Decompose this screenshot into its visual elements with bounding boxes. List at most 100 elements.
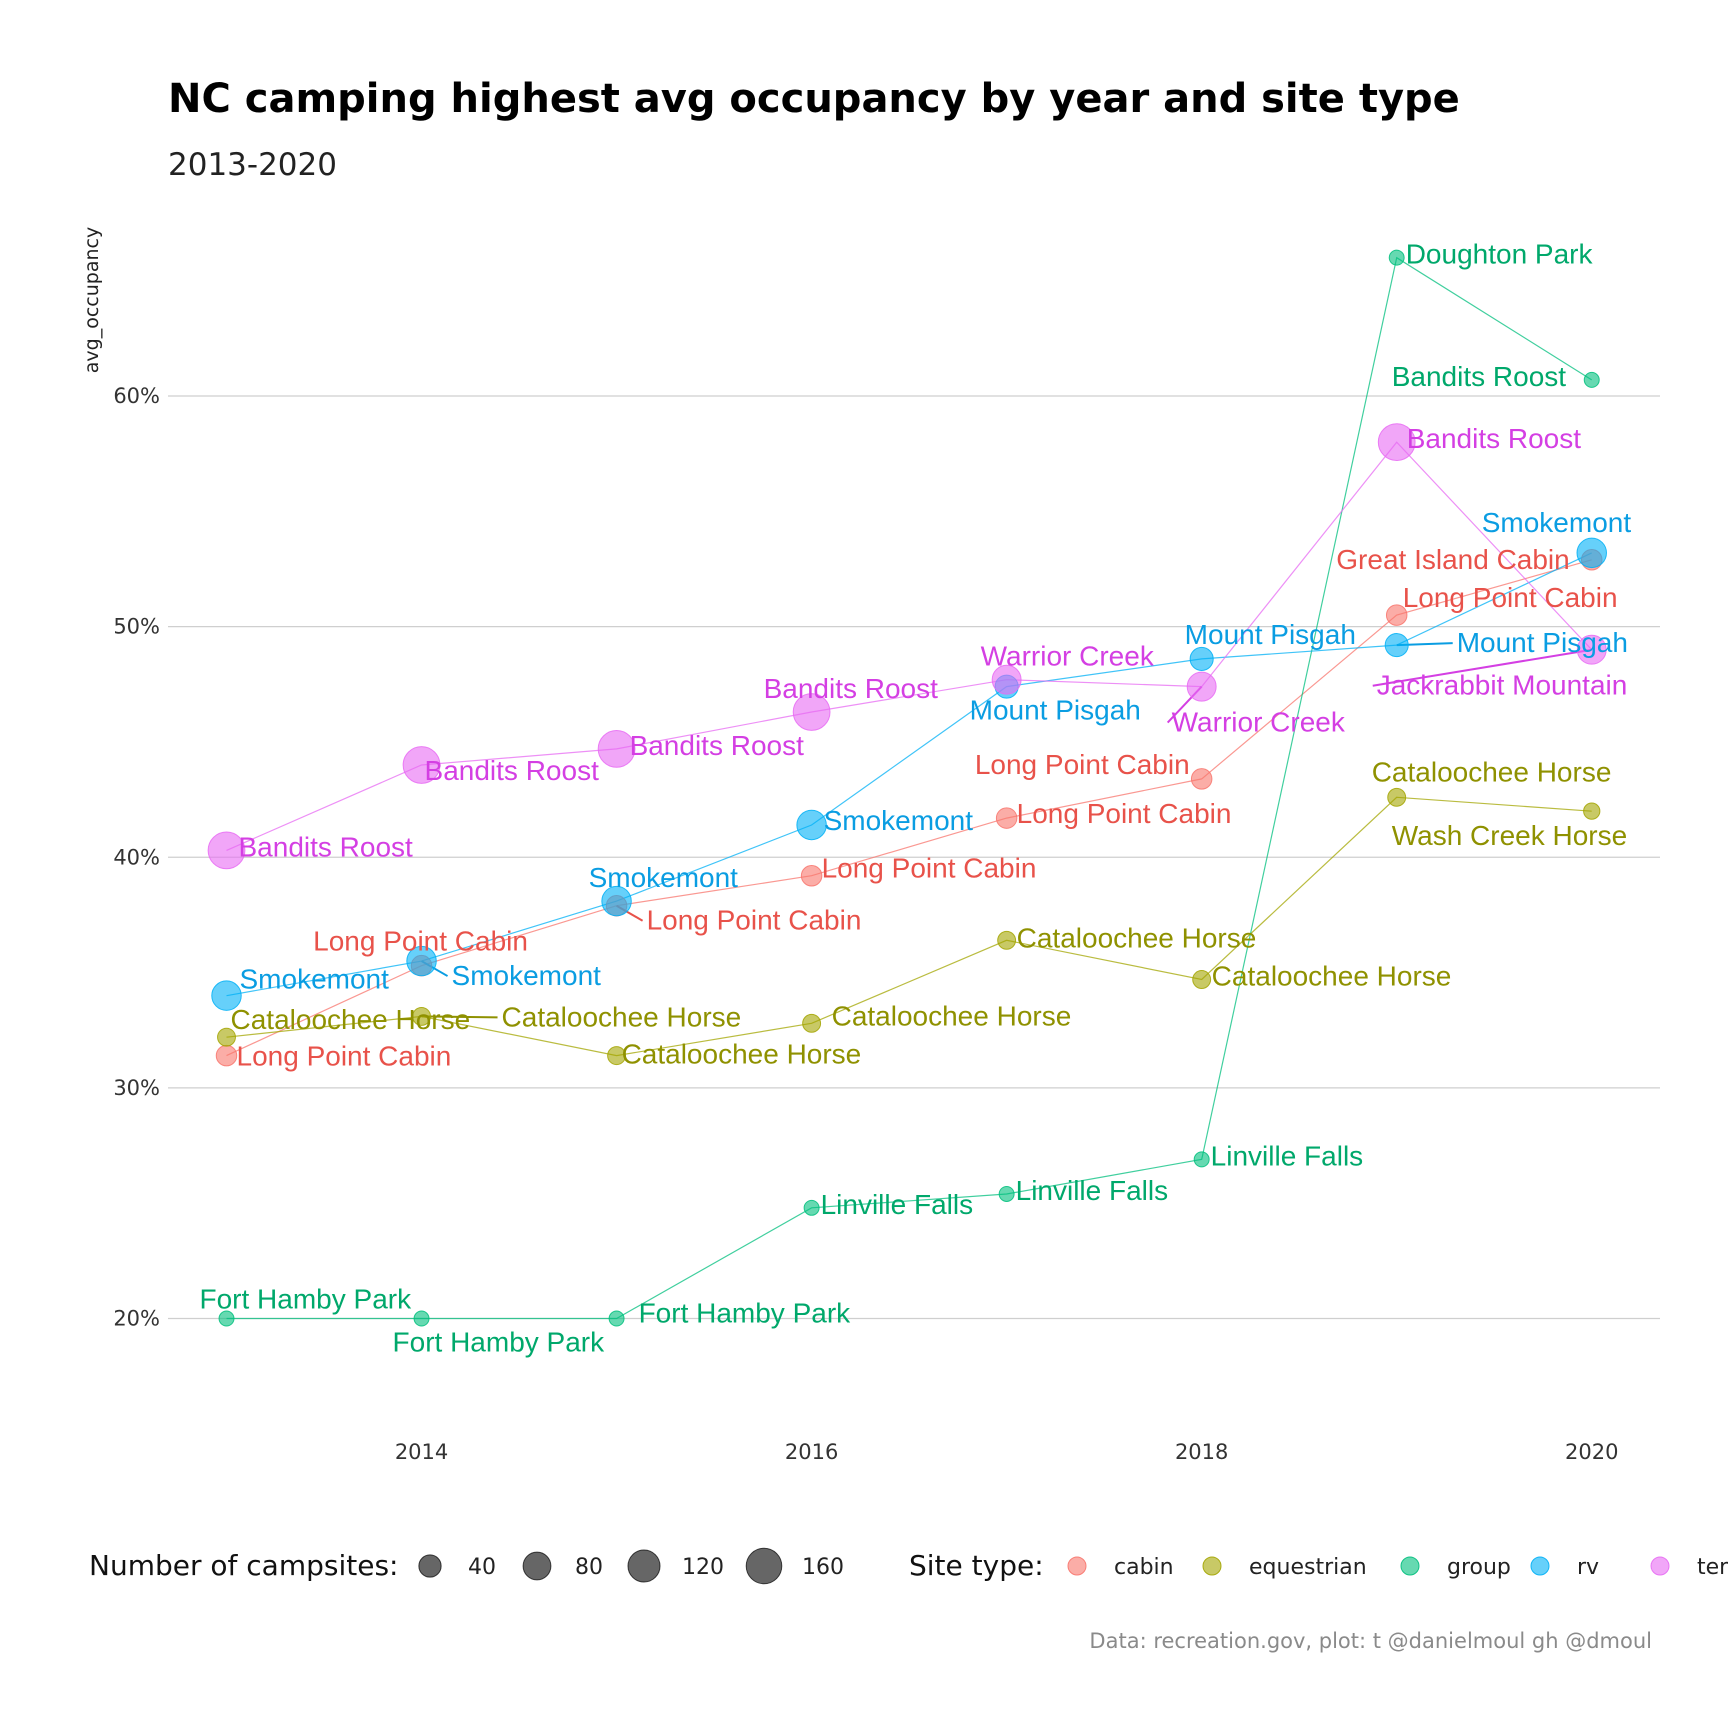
point-rv-2015: [601, 885, 632, 917]
point-label-jackrabbit-mountain: Jackrabbit Mountain: [1377, 670, 1628, 701]
point-rv-2013: [211, 980, 242, 1011]
point-equestrian-2014: [412, 1006, 431, 1026]
color-legend-label-cabin: cabin: [1114, 1555, 1174, 1580]
point-labels: Long Point Cabin Long Point Cabin Long Poi…: [200, 239, 1632, 1358]
point-label-linville-falls: Linville Falls: [821, 1189, 974, 1220]
color-legend-title: Site type:: [909, 1549, 1044, 1582]
chart-subtitle: 2013-2020: [168, 147, 337, 183]
point-cabin-2013: [215, 1044, 238, 1067]
point-label-cataloochee-horse: Cataloochee Horse: [1372, 756, 1612, 787]
point-label-warrior-creek: Warrior Creek: [1172, 707, 1346, 738]
point-label-bandits-roost: Bandits Roost: [425, 755, 600, 786]
point-equestrian-2020: [1583, 802, 1601, 820]
point-label-long-point-cabin: Long Point Cabin: [822, 853, 1037, 884]
point-label-bandits-roost: Bandits Roost: [1392, 361, 1567, 392]
point-label-cataloochee-horse: Cataloochee Horse: [622, 1039, 862, 1070]
gridlines: [168, 395, 1660, 1320]
point-cabin-2018: [1190, 768, 1213, 790]
point-label-smokemont: Smokemont: [452, 960, 602, 991]
legend: Number of campsites: Site type: 40 80 120 1…: [89, 1547, 1728, 1585]
point-rv-2020: [1576, 537, 1607, 569]
y-axis-ticks: 20% 30% 40% 50% 60%: [113, 384, 160, 1330]
point-group-2013: [218, 1310, 235, 1327]
point-tent-2019: [1377, 423, 1416, 462]
color-legend-label-group: group: [1447, 1555, 1511, 1580]
point-label-smokemont: Smokemont: [1482, 507, 1632, 538]
point-rv-2014: [406, 945, 437, 977]
point-equestrian-2016: [802, 1013, 822, 1033]
point-equestrian-2018: [1192, 970, 1212, 989]
point-label-bandits-roost: Bandits Roost: [764, 673, 939, 704]
size-legend-label: 80: [575, 1555, 603, 1580]
point-label-long-point-cabin: Long Point Cabin: [313, 926, 528, 957]
point-group-2020: [1583, 371, 1600, 388]
size-legend-label: 120: [682, 1555, 724, 1580]
x-tick-label: 2014: [395, 1440, 448, 1464]
point-group-2019: [1388, 249, 1405, 266]
size-legend-label: 40: [468, 1555, 496, 1580]
point-label-cataloochee-horse: Cataloochee Horse: [1017, 922, 1257, 953]
point-tent-2017: [991, 664, 1022, 695]
point-tent-2014: [402, 746, 441, 784]
point-tent-2020: [1576, 634, 1607, 665]
point-cabin-2017: [995, 807, 1018, 829]
point-label-cataloochee-horse: Cataloochee Horse: [832, 1000, 1072, 1031]
point-tent-2015: [597, 729, 636, 768]
point-label-smokemont: Smokemont: [589, 862, 739, 893]
point-group-2018: [1193, 1151, 1210, 1168]
point-rv-2019: [1384, 633, 1409, 658]
x-tick-label: 2016: [785, 1440, 838, 1464]
color-legend-key-tent: [1650, 1556, 1670, 1576]
y-tick-label: 50%: [113, 615, 160, 639]
point-group-2017: [998, 1186, 1015, 1202]
point-group-2016: [803, 1199, 820, 1216]
point-label-cataloochee-horse: Cataloochee Horse: [502, 1001, 742, 1032]
point-label-cataloochee-horse: Cataloochee Horse: [1212, 961, 1452, 992]
point-label-great-island-cabin: Great Island Cabin: [1336, 544, 1569, 575]
point-tent-2013: [207, 831, 246, 870]
point-label-long-point-cabin: Long Point Cabin: [1017, 798, 1232, 829]
y-axis-label: avg_occupancy: [81, 227, 103, 373]
point-label-fort-hamby-park: Fort Hamby Park: [200, 1284, 413, 1315]
chart-title: NC camping highest avg occupancy by year…: [168, 76, 1460, 122]
size-legend-key: [627, 1549, 661, 1583]
point-label-bandits-roost: Bandits Roost: [1407, 423, 1582, 454]
point-label-smokemont: Smokemont: [824, 805, 974, 836]
point-tent-2018: [1186, 671, 1217, 702]
point-equestrian-2019: [1387, 787, 1407, 807]
point-label-bandits-roost: Bandits Roost: [630, 730, 805, 761]
series-line-equestrian: [226, 796, 1592, 1057]
series-lines: [226, 256, 1593, 1320]
y-tick-label: 20%: [113, 1307, 160, 1331]
point-equestrian-2017: [997, 930, 1017, 950]
x-tick-label: 2020: [1565, 1440, 1618, 1464]
size-legend-label: 160: [802, 1555, 844, 1580]
point-label-warrior-creek: Warrior Creek: [981, 641, 1155, 672]
point-equestrian-2013: [217, 1027, 236, 1047]
point-rv-2018: [1189, 646, 1214, 671]
point-cabin-2019: [1385, 604, 1408, 626]
point-cabin-2016: [800, 864, 823, 887]
point-rv-2016: [796, 809, 827, 841]
point-label-fort-hamby-park: Fort Hamby Park: [393, 1327, 606, 1358]
point-label-linville-falls: Linville Falls: [1211, 1140, 1364, 1171]
point-label-long-point-cabin: Long Point Cabin: [237, 1041, 452, 1072]
label-leader: [421, 1015, 498, 1019]
point-label-fort-hamby-park: Fort Hamby Park: [639, 1298, 852, 1329]
point-label-long-point-cabin: Long Point Cabin: [975, 749, 1190, 780]
size-legend-title: Number of campsites:: [89, 1549, 398, 1582]
color-legend-key-rv: [1530, 1556, 1550, 1576]
color-legend-label-tent: tent: [1697, 1555, 1728, 1580]
color-legend-label-rv: rv: [1577, 1555, 1599, 1580]
point-label-mount-pisgah: Mount Pisgah: [1457, 627, 1628, 658]
x-tick-label: 2018: [1175, 1440, 1228, 1464]
point-equestrian-2015: [607, 1046, 627, 1066]
point-label-smokemont: Smokemont: [240, 964, 390, 995]
series-line-group: [226, 256, 1593, 1320]
point-label-long-point-cabin: Long Point Cabin: [647, 905, 862, 936]
point-label-mount-pisgah: Mount Pisgah: [970, 695, 1141, 726]
series-line-rv: [226, 552, 1592, 997]
point-group-2014: [413, 1310, 430, 1327]
color-legend-key-cabin: [1067, 1556, 1087, 1576]
